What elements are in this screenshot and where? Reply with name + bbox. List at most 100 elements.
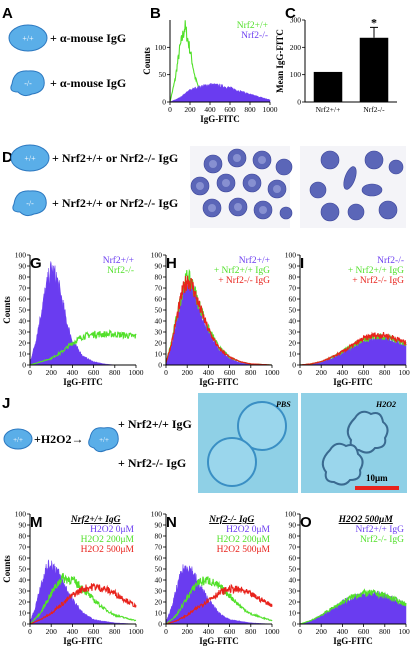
h2o2-arrow: +H2O2→	[34, 432, 84, 446]
plot-g-ytick-label: 100	[15, 251, 27, 260]
cell-wt-a: +/+	[8, 24, 48, 52]
plot-g-xlabel: IgG-FITC	[63, 377, 103, 387]
plot-h-series-2	[165, 275, 272, 366]
plot-n-ytick-label: 20	[155, 598, 163, 607]
panel-label-g: G	[30, 255, 42, 272]
plot-i-xtick-label: 0	[298, 368, 302, 377]
plot-o-series-1	[299, 588, 407, 625]
plot-m-ytick-label: 50	[19, 565, 27, 574]
plot-m-ytick-label: 70	[19, 543, 27, 552]
plot-i-ytick-label: 70	[289, 284, 297, 293]
plot-m-ytick-label: 20	[19, 598, 27, 607]
plot-h-xtick-label: 600	[224, 368, 236, 377]
plot-g-xtick-label: 1000	[129, 368, 144, 377]
plot-i-legend-0: Nrf2-/-	[377, 255, 404, 266]
plot-b-ylabel: Counts	[142, 47, 152, 75]
plot-i-ytick-label: 80	[289, 273, 297, 282]
plot-i-ytick-label: 30	[289, 328, 297, 337]
plot-o-xtick-label: 0	[298, 627, 302, 636]
plot-n-title: Nrf2-/- IgG	[208, 515, 254, 525]
plot-c-category-1: Nrf2-/-	[363, 105, 385, 114]
plot-i-legend-1: + Nrf2+/+ IgG	[348, 265, 404, 276]
plot-o-ytick-label: 90	[289, 521, 297, 530]
plot-m-xtick-label: 400	[67, 627, 79, 636]
plot-g-ylabel: Counts	[2, 296, 12, 324]
cell-oxidized-j: +/+	[88, 427, 119, 453]
plot-i-ytick-label: 90	[289, 262, 297, 271]
micrograph-k: PBS	[198, 393, 298, 493]
plot-m-xlabel: IgG-FITC	[63, 636, 103, 646]
plot-i-series-2	[300, 331, 407, 366]
plot-i-xtick-label: 1000	[399, 368, 410, 377]
plot-o-ytick-label: 80	[289, 532, 297, 541]
plot-c-bar-1	[359, 37, 389, 103]
plot-m-legend-0: H2O2 0μM	[90, 525, 134, 535]
plot-b-xlabel: IgG-FITC	[200, 114, 240, 124]
plot-h-ytick-label: 40	[155, 317, 163, 326]
plot-n-series-1	[165, 576, 273, 625]
plot-n-xtick-label: 0	[164, 627, 168, 636]
plot-m-ytick-label: 80	[19, 532, 27, 541]
plot-o-xtick-label: 600	[358, 627, 370, 636]
plot-b-xtick-label: 0	[168, 105, 172, 114]
plot-c-ytick-label: 200	[290, 43, 302, 52]
ko-label-d: -/-	[26, 199, 34, 208]
plot-n-ytick-label: 10	[155, 609, 163, 618]
plot-n-ytick-label: 40	[155, 576, 163, 585]
chart-h: 0 200 400 600 800 10000102030405060708090100I…	[151, 251, 280, 388]
panel-label-n: N	[166, 514, 177, 531]
plot-m-ytick-label: 40	[19, 576, 27, 585]
plot-i-xtick-label: 200	[316, 368, 328, 377]
plot-m-xtick-label: 800	[109, 627, 121, 636]
plot-g-legend-0: Nrf2+/+	[103, 255, 134, 266]
plot-n-ytick-label: 100	[151, 510, 163, 519]
plot-c-ytick-label: 100	[290, 70, 302, 79]
wt-label-j2: +/+	[99, 436, 109, 444]
plot-m-ytick-label: 90	[19, 521, 27, 530]
plot-b-legend-1: Nrf2-/-	[241, 30, 268, 41]
plot-o-ytick-label: 30	[289, 587, 297, 596]
plot-m-ytick-label: 0	[22, 620, 26, 629]
plot-m-ytick-label: 30	[19, 587, 27, 596]
plot-m-ytick-label: 60	[19, 554, 27, 563]
pbs-label: PBS	[276, 400, 291, 409]
plot-g-ytick-label: 60	[19, 295, 27, 304]
plot-o-xtick-label: 200	[316, 627, 328, 636]
plot-c-bar-0	[313, 71, 343, 102]
plot-c-ylabel: Mean IgG-FITC	[275, 29, 285, 93]
plot-o-ytick-label: 50	[289, 565, 297, 574]
plot-m-xtick-label: 1000	[129, 627, 144, 636]
panel-label-d: D	[2, 149, 13, 166]
wt-label-j: +/+	[13, 436, 23, 444]
panel-label-h: H	[166, 255, 177, 272]
plot-b-xtick-label: 200	[184, 105, 196, 114]
plot-c-category-0: Nrf2+/+	[316, 105, 341, 114]
plot-o-legend-0: Nrf2+/+ IgG	[356, 524, 405, 535]
cell-wt-j: +/+	[3, 428, 33, 450]
plot-o-xtick-label: 400	[337, 627, 349, 636]
plot-h-legend-1: + Nrf2+/+ IgG	[214, 265, 270, 276]
plot-i-ytick-label: 40	[289, 317, 297, 326]
plot-i-legend-2: + Nrf2-/- IgG	[352, 275, 404, 286]
plot-m-title: Nrf2+/+ IgG	[70, 515, 121, 525]
plot-n-ytick-label: 60	[155, 554, 163, 563]
plot-h-xtick-label: 400	[203, 368, 215, 377]
plot-g-ytick-label: 80	[19, 273, 27, 282]
micrograph-e	[190, 146, 293, 228]
plot-o-xtick-label: 800	[379, 627, 391, 636]
panel-label-b: B	[150, 5, 161, 22]
plot-h-xlabel: IgG-FITC	[199, 377, 239, 387]
plot-h-ytick-label: 80	[155, 273, 163, 282]
plot-g-ytick-label: 50	[19, 306, 27, 315]
plot-h-ytick-label: 30	[155, 328, 163, 337]
plot-g-ytick-label: 0	[22, 361, 26, 370]
plot-n-xtick-label: 600	[224, 627, 236, 636]
plot-i-ytick-label: 0	[292, 361, 296, 370]
h2o2-image-label: H2O2	[375, 400, 396, 409]
scale-label: 10μm	[366, 473, 388, 483]
plot-h-ytick-label: 60	[155, 295, 163, 304]
plot-n-legend-0: H2O2 0μM	[226, 525, 270, 535]
plot-n-xtick-label: 400	[203, 627, 215, 636]
plot-g-xtick-label: 200	[46, 368, 58, 377]
plot-m-xtick-label: 0	[28, 627, 32, 636]
